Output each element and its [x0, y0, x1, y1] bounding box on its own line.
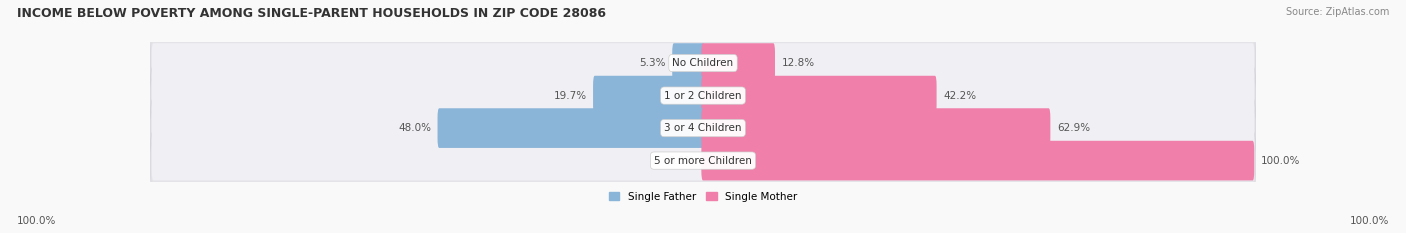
Text: 100.0%: 100.0% — [1350, 216, 1389, 226]
Text: 3 or 4 Children: 3 or 4 Children — [664, 123, 742, 133]
Text: 100.0%: 100.0% — [1261, 156, 1301, 166]
Text: 42.2%: 42.2% — [943, 91, 976, 101]
Text: 5 or more Children: 5 or more Children — [654, 156, 752, 166]
Text: 19.7%: 19.7% — [554, 91, 586, 101]
Legend: Single Father, Single Mother: Single Father, Single Mother — [609, 192, 797, 202]
Text: INCOME BELOW POVERTY AMONG SINGLE-PARENT HOUSEHOLDS IN ZIP CODE 28086: INCOME BELOW POVERTY AMONG SINGLE-PARENT… — [17, 7, 606, 20]
FancyBboxPatch shape — [152, 76, 1254, 115]
FancyBboxPatch shape — [150, 99, 1256, 158]
FancyBboxPatch shape — [672, 43, 704, 83]
FancyBboxPatch shape — [702, 76, 936, 115]
FancyBboxPatch shape — [152, 43, 1254, 83]
FancyBboxPatch shape — [152, 108, 1254, 148]
FancyBboxPatch shape — [593, 76, 704, 115]
Text: 48.0%: 48.0% — [398, 123, 432, 133]
Text: 5.3%: 5.3% — [640, 58, 665, 68]
Text: No Children: No Children — [672, 58, 734, 68]
FancyBboxPatch shape — [152, 141, 1254, 180]
Text: 0.0%: 0.0% — [668, 156, 695, 166]
Text: Source: ZipAtlas.com: Source: ZipAtlas.com — [1285, 7, 1389, 17]
FancyBboxPatch shape — [150, 66, 1256, 125]
Text: 100.0%: 100.0% — [17, 216, 56, 226]
Text: 12.8%: 12.8% — [782, 58, 814, 68]
FancyBboxPatch shape — [150, 34, 1256, 93]
FancyBboxPatch shape — [437, 108, 704, 148]
FancyBboxPatch shape — [702, 108, 1050, 148]
Text: 1 or 2 Children: 1 or 2 Children — [664, 91, 742, 101]
FancyBboxPatch shape — [702, 43, 775, 83]
FancyBboxPatch shape — [702, 141, 1254, 180]
Text: 62.9%: 62.9% — [1057, 123, 1090, 133]
FancyBboxPatch shape — [150, 131, 1256, 190]
